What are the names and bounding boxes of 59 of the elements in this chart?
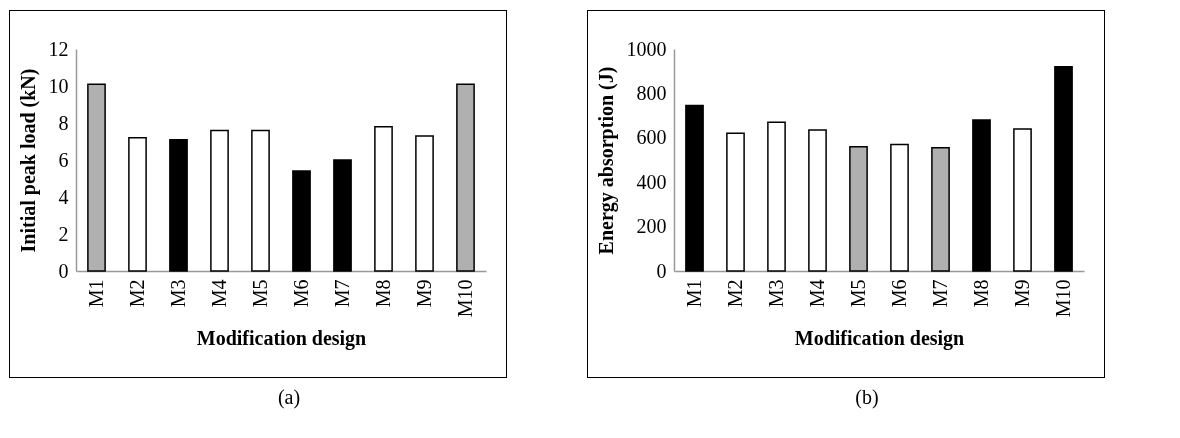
- x-axis-title: Modification design: [196, 327, 367, 351]
- x-tick-label: M5: [248, 279, 271, 308]
- x-axis-title: Modification design: [794, 327, 965, 351]
- bar: [169, 138, 188, 272]
- x-tick-label: M7: [330, 279, 353, 308]
- bar: [767, 121, 786, 272]
- x-tick-label: M6: [887, 279, 910, 308]
- x-tick-label: M1: [84, 279, 107, 308]
- bar: [374, 125, 393, 272]
- y-tick-label: 400: [636, 170, 667, 193]
- x-tick-label: M1: [682, 279, 705, 308]
- bar: [972, 119, 991, 272]
- bar: [849, 145, 868, 272]
- text: (a): [276, 386, 302, 409]
- bar: [685, 104, 704, 272]
- x-tick-label: M8: [969, 279, 992, 308]
- y-tick-label: 12: [48, 37, 69, 60]
- bar: [87, 83, 106, 272]
- bar: [931, 147, 950, 272]
- y-tick-label: 600: [636, 126, 667, 149]
- bar: [726, 132, 745, 272]
- y-tick-label: 10: [48, 74, 69, 97]
- bar: [415, 135, 434, 272]
- bar: [251, 129, 270, 272]
- y-tick-label: 8: [58, 111, 69, 134]
- bar: [890, 143, 909, 272]
- x-tick-label: M3: [166, 279, 189, 308]
- x-tick-label: M9: [1010, 279, 1033, 308]
- x-tick-label: M9: [412, 279, 435, 308]
- y-tick-label: 0: [58, 259, 69, 282]
- y-tick-label: 6: [58, 148, 69, 171]
- x-tick-label: M10: [453, 279, 476, 318]
- x-tick-label: M4: [207, 279, 230, 308]
- bar: [333, 159, 352, 272]
- x-tick-label: M8: [371, 279, 394, 308]
- y-tick-label: 2: [58, 222, 69, 245]
- y-axis-title: Energy absorption (J): [594, 66, 618, 255]
- bar: [210, 129, 229, 272]
- x-tick-label: M7: [928, 279, 951, 308]
- y-tick-label: 800: [636, 81, 667, 104]
- x-tick-label: M10: [1051, 279, 1074, 318]
- x-tick-label: M2: [723, 279, 746, 308]
- text: (b): [854, 386, 880, 409]
- x-tick-label: M5: [846, 279, 869, 308]
- y-tick-label: 0: [656, 259, 667, 282]
- x-tick-label: M4: [805, 279, 828, 308]
- y-tick-label: 4: [58, 185, 69, 208]
- bar: [292, 170, 311, 272]
- y-tick-label: 200: [636, 215, 667, 238]
- bar: [128, 137, 147, 272]
- x-tick-label: M6: [289, 279, 312, 308]
- bar: [1013, 128, 1032, 272]
- bar: [1054, 66, 1073, 272]
- x-tick-label: M3: [764, 279, 787, 308]
- y-tick-label: 1000: [626, 37, 667, 60]
- y-axis-title: Initial peak load (kN): [16, 68, 40, 253]
- bar: [456, 83, 475, 272]
- bar: [808, 129, 827, 272]
- x-tick-label: M2: [125, 279, 148, 308]
